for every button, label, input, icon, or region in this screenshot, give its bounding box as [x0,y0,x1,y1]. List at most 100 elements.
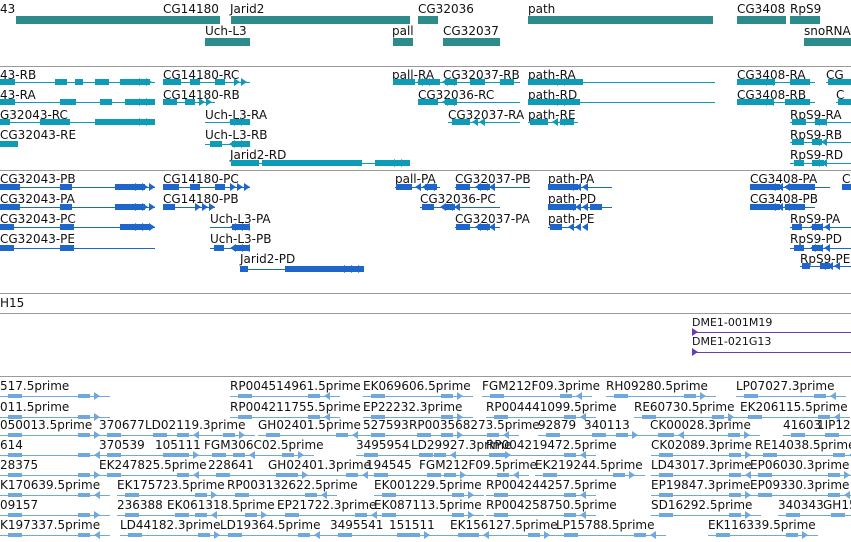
exon-block[interactable] [238,415,252,419]
feature-label[interactable]: 011.5prime [0,400,70,414]
feature-label[interactable]: Jarid2 [230,2,265,16]
exon-block[interactable] [458,533,472,537]
feature-label[interactable]: 43-RA [0,88,36,102]
transcript-line[interactable] [409,435,519,436]
exon-block[interactable] [500,79,514,85]
exon-block[interactable] [8,394,22,398]
feature-label[interactable]: RP004258750.5prime [486,498,617,512]
transcript-line[interactable] [117,495,227,496]
feature-label[interactable]: EK206115.5prime [740,400,848,414]
exon-block[interactable] [355,513,367,517]
exon-block[interactable] [371,433,385,437]
exon-block[interactable] [0,204,20,210]
exon-block[interactable] [828,79,851,85]
exon-block[interactable] [215,79,225,85]
transcript-line[interactable] [651,495,761,496]
feature-label[interactable]: Uch-L3-PB [210,232,272,246]
exon-block[interactable] [613,473,625,477]
transcript-line[interactable] [205,144,250,145]
feature-label[interactable]: 3495541 [330,518,384,532]
gene-bar[interactable] [393,38,413,46]
feature-label[interactable]: CG32043-PE [0,232,75,246]
exon-block[interactable] [763,453,777,457]
transcript-line[interactable] [330,535,440,536]
feature-label[interactable]: LD29927.3prime [411,438,512,452]
feature-label[interactable]: RP004244257.5prime [486,478,617,492]
feature-label[interactable]: CG3408-RA [737,68,806,82]
transcript-line[interactable] [778,515,851,516]
feature-label[interactable]: path-PA [548,172,595,186]
exon-block[interactable] [592,433,606,437]
feature-label[interactable]: K170639.5prime [0,478,101,492]
exon-block[interactable] [744,394,758,398]
feature-label[interactable]: CG32043-RE [0,128,77,142]
transcript-line[interactable] [755,455,851,456]
feature-label[interactable]: LD19364.5prime [220,518,321,532]
transcript-line[interactable] [692,332,851,333]
feature-label[interactable]: 41603 [783,418,822,432]
exon-block[interactable] [564,415,576,419]
feature-label[interactable]: 43 [0,2,16,16]
exon-block[interactable] [828,473,840,477]
transcript-line[interactable] [486,417,596,418]
exon-block[interactable] [452,493,464,497]
feature-label[interactable]: EK247825.5prime [99,458,207,472]
feature-label[interactable]: GH15977 [823,498,851,512]
feature-label[interactable]: 228641 [208,458,254,472]
feature-label[interactable]: RE60730.5prime [634,400,735,414]
transcript-line[interactable] [737,82,815,83]
transcript-line[interactable] [651,455,761,456]
transcript-line[interactable] [230,417,340,418]
exon-block[interactable] [78,473,90,477]
feature-label[interactable]: K197337.5prime [0,518,101,532]
transcript-line[interactable] [750,475,851,476]
exon-block[interactable] [60,245,74,251]
exon-block[interactable] [78,513,90,517]
exon-block[interactable] [210,141,222,147]
exon-block[interactable] [8,513,22,517]
feature-label[interactable]: H15 [0,296,25,310]
feature-label[interactable]: 194545 [366,458,412,472]
transcript-line[interactable] [389,535,499,536]
transcript-line[interactable] [220,535,330,536]
exon-block[interactable] [659,453,673,457]
gene-bar[interactable] [737,16,786,24]
feature-label[interactable]: RP004441099.5prime [486,400,617,414]
exon-block[interactable] [78,493,90,497]
feature-label[interactable]: RE14038.5prime [755,438,851,452]
transcript-line[interactable] [740,417,850,418]
transcript-line[interactable] [692,352,851,353]
transcript-line[interactable] [205,122,250,123]
feature-label[interactable]: LP15788.5prime [556,518,655,532]
feature-label[interactable]: RpS9-PA [790,212,841,226]
exon-block[interactable] [642,415,656,419]
exon-block[interactable] [223,433,235,437]
transcript-line[interactable] [419,475,529,476]
exon-block[interactable] [456,224,470,230]
exon-block[interactable] [78,533,90,537]
exon-block[interactable] [786,533,798,537]
transcript-line[interactable] [120,535,230,536]
exon-block[interactable] [185,99,195,105]
exon-block[interactable] [831,513,845,517]
transcript-line[interactable] [363,396,473,397]
transcript-line[interactable] [736,396,846,397]
transcript-line[interactable] [528,82,715,83]
feature-label[interactable]: Jarid2-RD [230,148,287,162]
feature-label[interactable]: 340343 [778,498,824,512]
exon-block[interactable] [470,79,485,85]
exon-block[interactable] [794,245,804,251]
exon-block[interactable] [737,99,773,105]
transcript-line[interactable] [0,495,110,496]
exon-block[interactable] [8,473,22,477]
transcript-line[interactable] [750,495,851,496]
exon-block[interactable] [235,493,249,497]
exon-block[interactable] [790,79,810,85]
exon-block[interactable] [364,453,378,457]
feature-label[interactable]: LD43017.3prime [651,458,752,472]
feature-label[interactable]: CG32037-PA [455,212,530,226]
feature-label[interactable]: 527593 [363,418,409,432]
exon-block[interactable] [729,473,741,477]
transcript-line[interactable] [651,475,761,476]
exon-block[interactable] [190,79,200,85]
